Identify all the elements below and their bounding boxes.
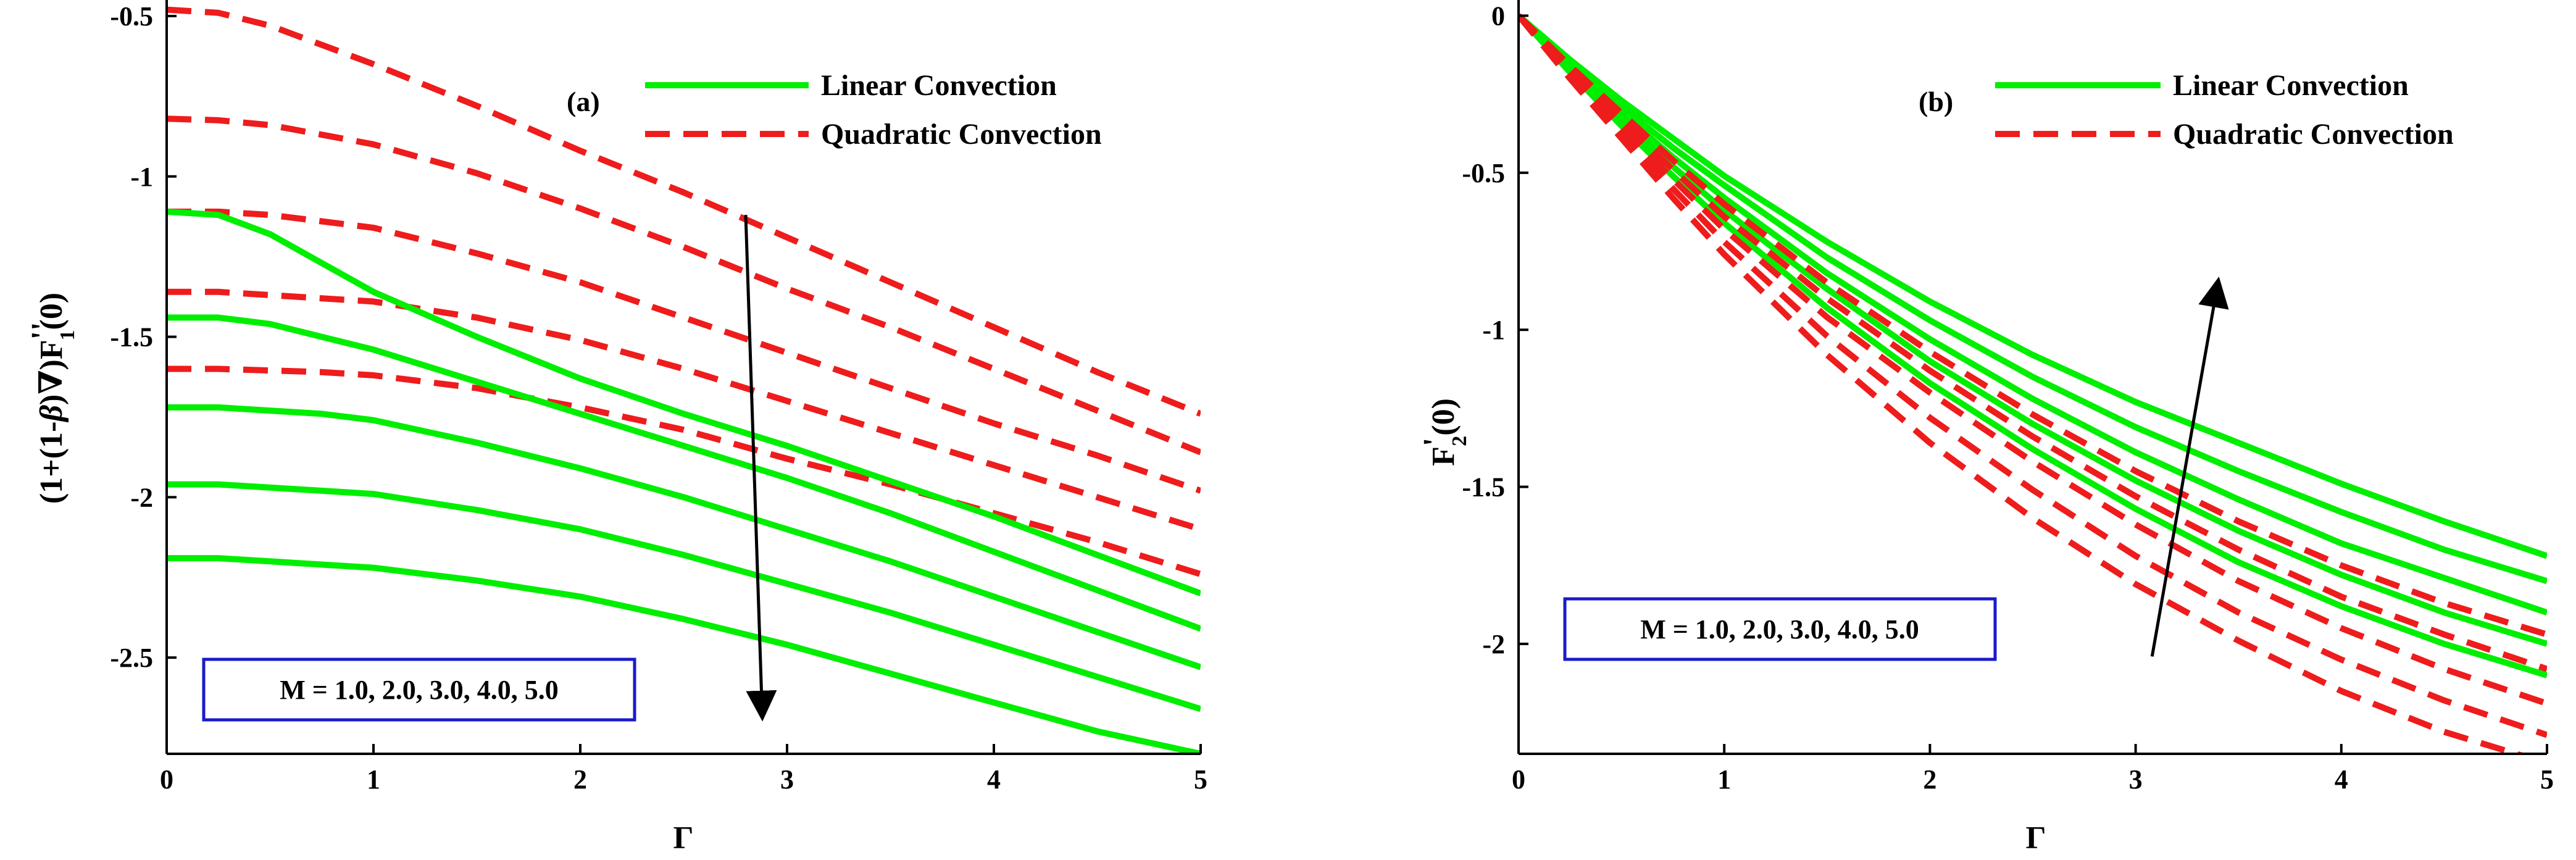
chart-b-series-quadratic-line-8 bbox=[1519, 14, 2547, 738]
chart-a-tick-labels: 0 1 2 3 4 5 -0.5 -1 -1.5 -2 -2.5 bbox=[110, 1, 1207, 795]
chart-a-series-linear-line-8 bbox=[167, 481, 1201, 712]
chart-b-legend-linear-label: Linear Convection bbox=[2173, 69, 2409, 102]
chart-a-series-quadratic-line-1 bbox=[167, 115, 1201, 456]
chart-b-x-tick-label: 3 bbox=[2129, 764, 2143, 795]
chart-a-series-quadratic-line-2 bbox=[167, 208, 1201, 494]
chart-b-series-quadratic-line-5 bbox=[1519, 13, 2547, 638]
chart-b-x-tick-label: 1 bbox=[1717, 764, 1731, 795]
chart-a-ylabel-prefix: (1+(1- bbox=[34, 422, 69, 504]
chart-b-ylabel-prefix: F bbox=[1426, 446, 1461, 466]
chart-a-x-tick-label: 1 bbox=[367, 764, 380, 795]
chart-b-xlabel: Γ bbox=[2025, 820, 2046, 856]
chart-a-ylabel-mid: )∇)F bbox=[34, 340, 69, 405]
chart-b-annotation-border bbox=[1563, 597, 1997, 661]
chart-a-y-tick-label: -0.5 bbox=[110, 1, 153, 31]
chart-b-series-linear-line-4 bbox=[1519, 14, 2547, 678]
chart-a-annotation-border bbox=[202, 658, 636, 722]
chart-b-series-group bbox=[1519, 13, 2547, 754]
chart-a-x-tick-label: 4 bbox=[987, 764, 1001, 795]
chart-b-y-tick-label: -1.5 bbox=[1462, 472, 1505, 503]
chart-a-series-quadratic-line-4 bbox=[167, 365, 1201, 577]
chart-a-series-group bbox=[167, 6, 1201, 754]
chart-b-ylabel: F'2(0) bbox=[1417, 398, 1471, 466]
chart-b-series-quadratic-line-7 bbox=[1519, 14, 2547, 707]
chart-a-legend-linear-label: Linear Convection bbox=[821, 69, 1057, 102]
chart-b-ylabel-prime: ' bbox=[1417, 438, 1453, 446]
chart-a-series-linear-line-6 bbox=[167, 314, 1201, 632]
chart-a-series-quadratic-line-0 bbox=[167, 6, 1201, 417]
chart-b-annotation-box: M = 1.0, 2.0, 3.0, 4.0, 5.0 bbox=[1563, 597, 1997, 661]
chart-a-y-tick-label: -1.5 bbox=[110, 322, 153, 353]
chart-b-x-tick-label: 5 bbox=[2540, 764, 2554, 795]
chart-b-series-linear-line-3 bbox=[1519, 13, 2547, 647]
chart-b-y-tick-label: -1 bbox=[1482, 315, 1505, 345]
chart-panel-b: 0 1 2 3 4 5 0 -0.5 -1 -1.5 -2 (b) Linear Convectio… bbox=[1417, 0, 2554, 856]
chart-a-x-tick-label: 2 bbox=[573, 764, 587, 795]
chart-b-series-quadratic-line-9 bbox=[1519, 14, 2527, 754]
chart-a-ylabel-beta: β bbox=[34, 405, 69, 423]
chart-b-panel-label: (b) bbox=[1919, 86, 1953, 117]
chart-b-series-linear-line-0 bbox=[1519, 13, 2547, 559]
chart-a-panel-label: (a) bbox=[567, 86, 600, 117]
chart-b-x-tick-label: 4 bbox=[2335, 764, 2348, 795]
chart-a-ylabel: (1+(1-β)∇)F''1(0) bbox=[25, 293, 79, 504]
chart-b-y-tick-label: 0 bbox=[1491, 1, 1505, 31]
chart-b-x-tick-label: 0 bbox=[1512, 764, 1525, 795]
chart-a-series-quadratic-line-3 bbox=[167, 288, 1201, 533]
chart-a-x-tick-label: 0 bbox=[160, 764, 173, 795]
chart-b-direction-arrow bbox=[2150, 277, 2229, 657]
chart-a-ylabel-suffix: (0) bbox=[34, 293, 69, 330]
chart-a-axes bbox=[165, 0, 1202, 755]
chart-a-y-tick-label: -1 bbox=[130, 162, 153, 192]
chart-a-xlabel: Γ bbox=[673, 820, 693, 856]
chart-b-series-quadratic-line-6 bbox=[1519, 13, 2547, 672]
chart-b-series-linear-line-2 bbox=[1519, 13, 2547, 616]
chart-a-x-tick-label: 5 bbox=[1194, 764, 1207, 795]
chart-a-ylabel-sub: 1 bbox=[56, 330, 79, 340]
chart-b-tick-labels: 0 1 2 3 4 5 0 -0.5 -1 -1.5 -2 bbox=[1462, 1, 2554, 795]
chart-b-legend-quadratic-label: Quadratic Convection bbox=[2173, 118, 2454, 151]
chart-a-annotation-box: M = 1.0, 2.0, 3.0, 4.0, 5.0 bbox=[202, 658, 636, 722]
chart-b-ylabel-sub: 2 bbox=[1448, 436, 1471, 446]
chart-a-series-linear-line-9 bbox=[167, 555, 1201, 754]
chart-a-legend: Linear Convection Quadratic Convection bbox=[645, 69, 1102, 151]
chart-a-series-linear-line-7 bbox=[167, 404, 1201, 670]
chart-b-annotation-text: M = 1.0, 2.0, 3.0, 4.0, 5.0 bbox=[1640, 614, 1919, 645]
chart-a-direction-arrow bbox=[744, 215, 777, 722]
chart-a-y-tick-label: -2 bbox=[130, 482, 153, 512]
chart-a-annotation-text: M = 1.0, 2.0, 3.0, 4.0, 5.0 bbox=[280, 675, 559, 705]
chart-b-ylabel-suffix: (0) bbox=[1426, 398, 1461, 436]
chart-a-legend-quadratic-label: Quadratic Convection bbox=[821, 118, 1102, 151]
chart-b-y-tick-label: -0.5 bbox=[1462, 158, 1505, 188]
chart-a-series-linear-line-5 bbox=[167, 208, 1201, 596]
chart-b-series-linear-line-1 bbox=[1519, 13, 2547, 584]
chart-a-ylabel-prime: '' bbox=[25, 322, 60, 340]
chart-b-y-tick-label: -2 bbox=[1482, 629, 1505, 659]
chart-b-legend: Linear Convection Quadratic Convection bbox=[1995, 69, 2454, 151]
chart-b-x-tick-label: 2 bbox=[1923, 764, 1936, 795]
chart-b-axes bbox=[1517, 0, 2548, 755]
chart-a-y-tick-label: -2.5 bbox=[110, 643, 153, 673]
chart-panel-a: 0 1 2 3 4 5 -0.5 -1 -1.5 -2 -2.5 (a) Linear Convec… bbox=[25, 0, 1207, 856]
chart-a-x-tick-label: 3 bbox=[780, 764, 794, 795]
